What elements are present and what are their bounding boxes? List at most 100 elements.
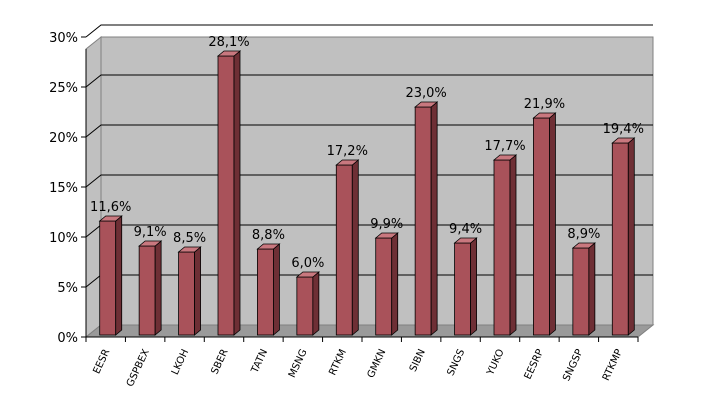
bar bbox=[414, 101, 439, 336]
bar-side bbox=[391, 232, 399, 336]
bar-top bbox=[98, 215, 123, 222]
chart-walls bbox=[84, 35, 655, 339]
data-label: 19,4% bbox=[603, 122, 644, 137]
bar-top bbox=[216, 50, 242, 57]
gridline bbox=[85, 174, 653, 188]
bar-side bbox=[312, 271, 320, 336]
bar bbox=[138, 240, 163, 336]
bar-front bbox=[296, 276, 314, 336]
bar-front bbox=[138, 245, 156, 336]
bar bbox=[177, 246, 202, 336]
data-label: 9,4% bbox=[449, 222, 482, 237]
x-tick-label: SNGS bbox=[446, 348, 468, 378]
data-label: 17,7% bbox=[484, 139, 525, 154]
data-label: 8,9% bbox=[567, 227, 600, 242]
gridline bbox=[85, 24, 653, 38]
bar bbox=[611, 137, 636, 336]
x-tick-label: LKOH bbox=[170, 348, 191, 377]
bar bbox=[532, 112, 557, 336]
bar bbox=[492, 154, 518, 336]
bar-front bbox=[493, 159, 511, 336]
bar-side bbox=[549, 112, 556, 336]
bar-top bbox=[414, 101, 439, 108]
bar-front bbox=[217, 55, 235, 336]
bar-side bbox=[351, 159, 359, 336]
x-tick-label: EESRP bbox=[523, 348, 546, 382]
bar-side bbox=[588, 242, 596, 336]
x-tick-label: SIBN bbox=[408, 348, 428, 374]
x-tick-label: EESR bbox=[92, 348, 113, 376]
bar-front bbox=[414, 106, 432, 336]
bar-front bbox=[178, 251, 195, 336]
bar bbox=[571, 242, 596, 336]
bar-side bbox=[430, 101, 438, 336]
y-axis: 0% 5% 10% 15% 20% 25% 30% bbox=[49, 31, 87, 346]
y-tick-label: 15% bbox=[49, 181, 78, 196]
x-tick-label: GSPBEX bbox=[125, 347, 152, 388]
bar-front bbox=[375, 237, 393, 336]
bar-top bbox=[335, 159, 360, 166]
bar-side bbox=[194, 246, 201, 336]
bar bbox=[216, 50, 242, 336]
data-label: 6,0% bbox=[291, 256, 324, 271]
bar-front bbox=[533, 117, 550, 336]
bar-top bbox=[532, 112, 557, 119]
bar-top bbox=[374, 232, 399, 239]
data-labels: 11,6%9,1% 8,5% 28,1% 8,8% 6,0% 17,2% 9,9% 23,0%… bbox=[90, 35, 644, 271]
bar-side bbox=[509, 154, 517, 336]
floor bbox=[84, 324, 655, 338]
data-label: 8,5% bbox=[173, 231, 206, 246]
x-axis: EESR GSPBEX LKOH SBER TATN MSNG RTKM GMKN SIBN SN… bbox=[85, 336, 639, 389]
data-label: 11,6% bbox=[90, 200, 131, 215]
bar-side bbox=[273, 243, 280, 336]
bar-side bbox=[233, 50, 241, 336]
bar-top bbox=[138, 240, 163, 247]
bar-top bbox=[295, 271, 320, 278]
bar-front bbox=[99, 220, 117, 336]
bar bbox=[374, 232, 399, 336]
x-tick-label: YUKO bbox=[485, 348, 507, 378]
y-tick-label: 0% bbox=[57, 331, 78, 346]
bar-side bbox=[627, 137, 635, 336]
bar-top bbox=[453, 237, 478, 244]
x-tick-label: SNGSP bbox=[561, 348, 585, 383]
y-tick-label: 5% bbox=[57, 281, 78, 296]
side-wall bbox=[85, 35, 102, 339]
bar-front bbox=[572, 247, 590, 336]
y-tick-label: 10% bbox=[49, 231, 78, 246]
data-label: 21,9% bbox=[524, 97, 565, 112]
y-tick-label: 25% bbox=[49, 81, 78, 96]
bar-front bbox=[257, 248, 274, 336]
data-label: 8,8% bbox=[252, 228, 285, 243]
bar bbox=[295, 271, 320, 336]
data-label: 9,9% bbox=[370, 217, 403, 232]
bar-front bbox=[454, 242, 471, 336]
x-tick-label: MSNG bbox=[287, 348, 310, 380]
data-label: 23,0% bbox=[405, 86, 446, 101]
bar bbox=[335, 159, 360, 336]
x-tick-label: GMKN bbox=[366, 348, 389, 380]
bar-top bbox=[611, 137, 636, 144]
bar bbox=[98, 215, 123, 336]
y-tick-label: 20% bbox=[49, 131, 78, 146]
bar-top bbox=[177, 246, 202, 253]
data-label: 9,1% bbox=[134, 225, 167, 240]
x-tick-label: RTKM bbox=[327, 348, 349, 378]
bar-side bbox=[470, 237, 477, 336]
bar-side bbox=[115, 215, 123, 336]
bar-top bbox=[571, 242, 596, 249]
bar-front bbox=[335, 164, 353, 336]
bar-top bbox=[256, 243, 281, 250]
gridline bbox=[85, 74, 653, 88]
bar-top bbox=[492, 154, 518, 161]
data-label: 28,1% bbox=[208, 35, 249, 50]
x-tick-label: RTKMP bbox=[601, 348, 625, 383]
bar bbox=[453, 237, 478, 336]
bars bbox=[98, 50, 636, 336]
y-tick-label: 30% bbox=[49, 31, 78, 46]
bar-front bbox=[611, 142, 629, 336]
bar bbox=[256, 243, 281, 336]
x-tick-label: TATN bbox=[249, 348, 270, 376]
